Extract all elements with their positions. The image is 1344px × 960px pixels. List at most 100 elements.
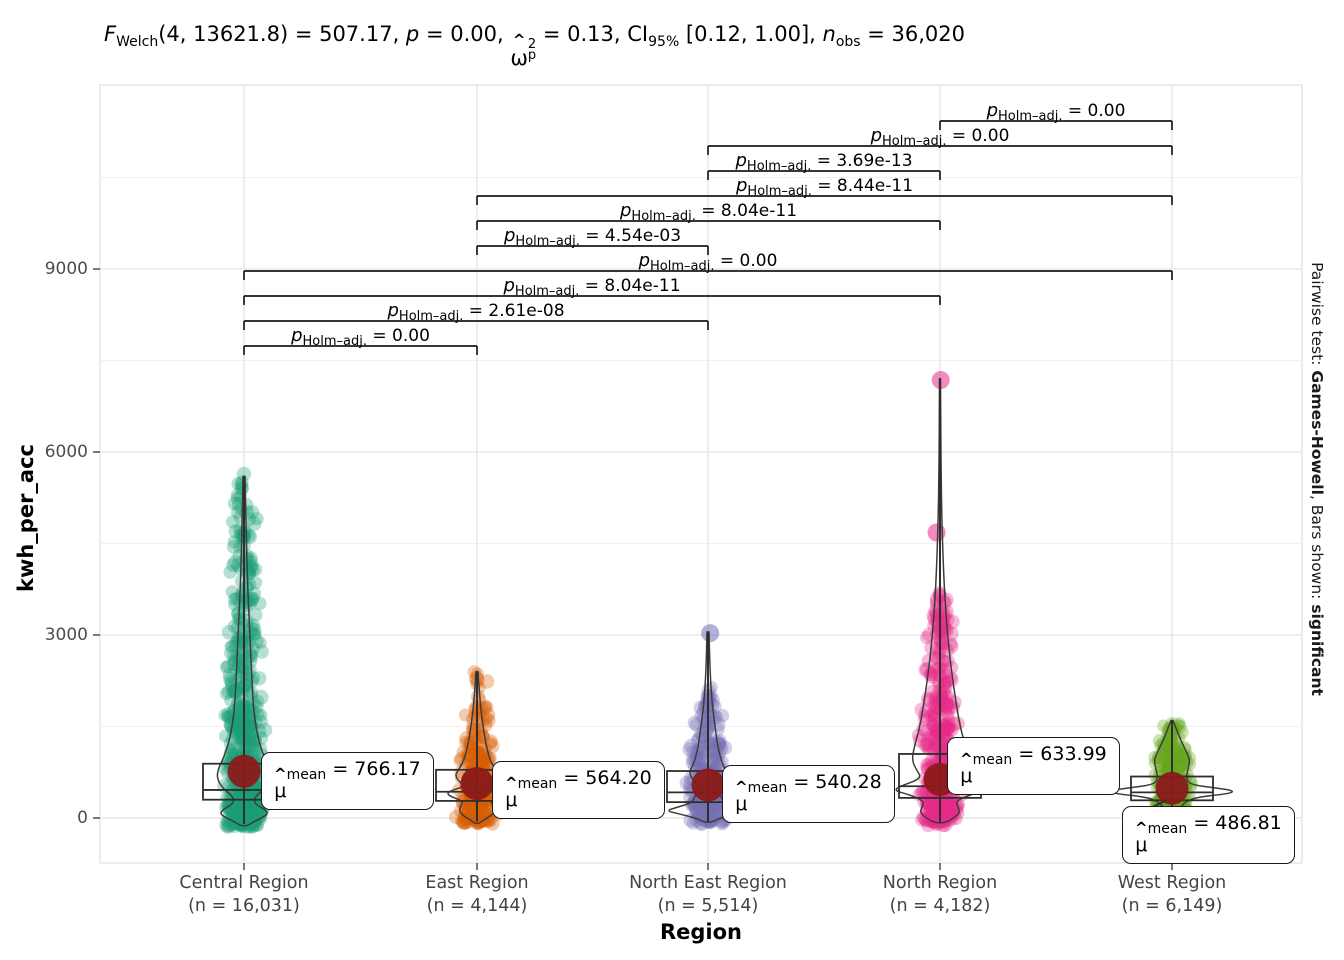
bracket-value: = 0.00 [367,326,430,346]
x-label-name: Central Region [179,873,309,893]
group-east-region [435,665,519,831]
mean-dot [227,754,261,788]
y-tick-label-9000: 9000 [44,259,88,279]
mu-hat: ^ [274,765,287,784]
pairwise-bracket [243,295,941,305]
bracket-sub: Holm–adj. [746,159,812,174]
mean-value: = 486.81 [1187,812,1282,835]
mu-symbol: μ [1135,834,1148,857]
mu-hat: ^ [960,750,973,769]
mean-callout: ^ μ mean = 540.28 [722,765,895,824]
x-tick-label-east-region: East Region (n = 4,144) [425,872,528,918]
bracket-p: p [503,275,515,296]
y-tick-label-3000: 3000 [44,625,88,645]
bracket-value: = 4.54e-03 [579,226,682,246]
pairwise-bracket [243,270,1173,280]
x-tick-label-north-east-region: North East Region (n = 5,514) [629,872,787,918]
y-axis-title: kwh_per_acc [14,444,38,593]
x-tick-label-north-region: North Region (n = 4,182) [883,872,997,918]
bracket-label: pHolm–adj. = 8.04e-11 [620,200,797,224]
plot-panel [99,84,1303,864]
x-label-name: North East Region [629,873,787,893]
mean-callout: ^ μ mean = 486.81 [1122,806,1295,865]
mean-value: = 633.99 [1012,743,1107,766]
bracket-sub: Holm–adj. [650,259,715,274]
title-f: F [104,22,117,46]
title-n-sub: obs [835,34,861,50]
bracket-p: p [986,100,999,121]
mu-sub: mean [1147,821,1188,838]
bracket-value: = 2.61e-08 [463,301,565,321]
title-f-sub: Welch [116,34,159,50]
group-north-east-region [666,624,750,832]
caption-mid: , Bars shown: [1308,494,1326,605]
title-seg3: = 0.13, CI [536,22,649,46]
mu-hat-stack: ^ μ [960,750,973,788]
outlier-point [927,523,946,542]
bracket-p: p [735,150,747,171]
bracket-label: pHolm–adj. = 3.69e-13 [735,150,912,174]
mu-hat-stack: ^ μ [1135,819,1148,857]
bracket-sub: Holm–adj. [747,184,812,199]
x-label-n: (n = 5,514) [657,896,759,916]
bracket-sub: Holm–adj. [515,234,580,249]
bracket-label: pHolm–adj. = 8.04e-11 [503,275,680,299]
mu-hat: ^ [505,773,518,792]
x-label-name: North Region [882,873,998,893]
bracket-value: = 3.69e-13 [811,151,913,171]
title-ci-sub: 95% [648,34,680,50]
bracket-label: pHolm–adj. = 0.00 [871,125,1010,149]
x-axis-title: Region [659,920,743,944]
bracket-value: = 0.00 [714,251,778,271]
x-label-n: (n = 4,182) [889,896,991,916]
bracket-p: p [638,250,651,271]
caption-emph: significant [1308,604,1326,696]
x-tick-label-central-region: Central Region (n = 16,031) [179,872,308,918]
mean-value: = 766.17 [326,758,421,781]
mean-value: = 564.20 [557,766,652,789]
omega-hat-stack: ^ ω [510,31,528,71]
x-label-name: East Region [425,873,529,893]
bracket-p: p [619,200,632,221]
bracket-sub: Holm–adj. [882,134,947,149]
bracket-label: pHolm–adj. = 4.54e-03 [504,225,681,249]
pairwise-bracket [707,145,1173,155]
omega-sub: p [527,48,537,63]
pairwise-bracket [243,320,709,330]
caption-prefix: Pairwise test: [1308,262,1326,371]
mean-dot [1155,771,1189,805]
mu-symbol: μ [735,793,748,816]
x-tick-label-west-region: West Region (n = 6,149) [1118,872,1227,918]
mu-symbol: μ [505,788,518,811]
group-central-region [202,466,286,834]
mu-symbol: μ [960,765,973,788]
bracket-p: p [503,225,516,246]
title-seg4: [0.12, 1.00], [679,22,823,46]
mean-callout: ^ μ mean = 766.17 [261,752,434,811]
mu-hat-stack: ^ μ [274,765,287,803]
bracket-label: pHolm–adj. = 0.00 [987,100,1126,124]
mu-hat: ^ [735,778,748,797]
pairwise-bracket [707,170,941,180]
mean-callout: ^ μ mean = 564.20 [492,760,665,819]
bracket-p: p [291,325,303,346]
bracket-value: = 8.04e-11 [579,276,681,296]
omega-symbol: ω [510,46,528,70]
omega-hat: ^ [512,31,526,49]
mu-hat: ^ [1135,819,1148,838]
outlier-point [701,624,720,643]
bracket-sub: Holm–adj. [302,334,367,349]
mean-dot [460,767,494,801]
bracket-sub: Holm–adj. [998,109,1063,124]
title-seg2: = 0.00, [419,22,511,46]
violin-outline [895,378,985,824]
bracket-value: = 8.44e-11 [811,176,914,196]
bracket-sub: Holm–adj. [398,309,464,324]
title-n: n [822,22,836,46]
caption-pairwise-test: Pairwise test: Games-Howell, Bars shown:… [1308,159,1326,799]
x-label-n: (n = 4,144) [426,896,528,916]
bracket-sub: Holm–adj. [514,284,580,299]
bracket-p: p [735,175,748,196]
